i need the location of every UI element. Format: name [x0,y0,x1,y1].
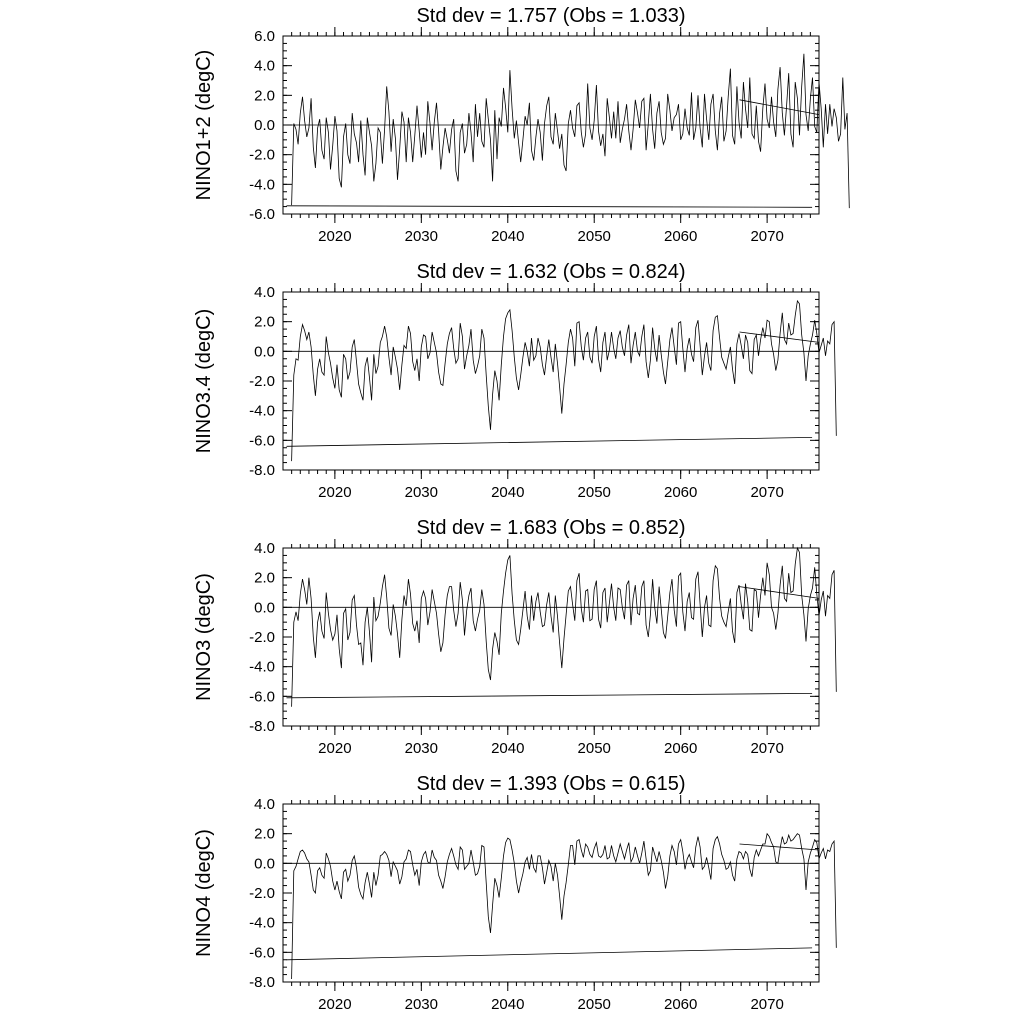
series-line-trend [286,437,813,447]
y-tick-label: -2.0 [249,147,275,164]
series-line-nino3-4-anomaly [291,299,837,462]
chart-panel-4: Std dev = 1.393 (Obs = 0.615) NINO4 (degC… [193,773,837,1013]
y-tick-label: -2.0 [249,629,275,646]
y-tick-label: 4.0 [254,796,275,813]
x-tick-label: 2060 [664,996,697,1013]
y-tick-label: -6.0 [249,688,275,705]
x-tick-label: 2060 [664,228,697,245]
chart-title: Std dev = 1.393 (Obs = 0.615) [416,773,685,795]
series-line-trend-late [739,586,820,599]
y-tick-label: -4.0 [249,176,275,193]
plot-frame [282,35,820,215]
y-tick-label: -8.0 [249,462,275,479]
x-tick-label: 2050 [578,996,611,1013]
x-tick-label: 2050 [578,484,611,501]
y-tick-label: 0.0 [254,343,275,360]
series-line-trend-late [739,331,820,343]
y-tick-label: 2.0 [254,314,275,331]
y-tick-label: -2.0 [249,373,275,390]
series-line-nino1-2-anomaly [291,53,850,209]
y-tick-label: -2.0 [249,885,275,902]
y-axis-label: NINO3.4 (degC) [193,309,215,454]
x-tick-label: 2020 [318,228,351,245]
y-tick-label: -4.0 [249,403,275,420]
series-line-nino3-anomaly [291,546,837,707]
plot-frame [282,803,820,983]
x-tick-label: 2030 [405,228,438,245]
chart-panel-1: Std dev = 1.757 (Obs = 1.033) NINO1+2 (de… [193,5,850,245]
y-tick-label: 6.0 [254,28,275,45]
y-tick-label: -4.0 [249,915,275,932]
x-tick-label: 2050 [578,740,611,757]
x-tick-label: 2040 [491,484,524,501]
y-axis-label: NINO3 (degC) [193,573,215,701]
y-tick-label: -6.0 [249,944,275,961]
y-tick-label: -6.0 [249,206,275,223]
x-tick-label: 2030 [405,740,438,757]
x-tick-label: 2040 [491,996,524,1013]
y-tick-label: 4.0 [254,58,275,75]
series-line-trend [286,947,813,961]
y-axis-label: NINO4 (degC) [193,829,215,957]
x-tick-label: 2070 [750,484,783,501]
x-tick-label: 2060 [664,740,697,757]
series-line-trend-late [739,99,820,115]
chart-title: Std dev = 1.757 (Obs = 1.033) [416,5,685,27]
y-tick-label: 4.0 [254,540,275,557]
x-tick-label: 2020 [318,996,351,1013]
y-tick-label: 0.0 [254,855,275,872]
series-line-nino4-anomaly [291,832,837,980]
plot-frame [282,291,820,471]
chart-title: Std dev = 1.683 (Obs = 0.852) [416,517,685,539]
y-tick-label: 2.0 [254,87,275,104]
chart-panel-2: Std dev = 1.632 (Obs = 0.824) NINO3.4 (de… [193,261,837,501]
y-tick-label: 2.0 [254,826,275,843]
x-tick-label: 2050 [578,228,611,245]
x-tick-label: 2070 [750,996,783,1013]
y-tick-label: 0.0 [254,599,275,616]
series-line-trend [286,205,813,208]
x-tick-label: 2060 [664,484,697,501]
x-tick-label: 2040 [491,740,524,757]
chart-title: Std dev = 1.632 (Obs = 0.824) [416,261,685,283]
plot-frame [282,547,820,727]
series-line-trend [286,693,813,699]
y-tick-label: 2.0 [254,570,275,587]
y-tick-label: 0.0 [254,117,275,134]
x-tick-label: 2030 [405,484,438,501]
x-tick-label: 2070 [750,740,783,757]
series-line-trend-late [739,843,820,851]
x-tick-label: 2040 [491,228,524,245]
x-tick-label: 2070 [750,228,783,245]
x-tick-label: 2020 [318,740,351,757]
x-tick-label: 2030 [405,996,438,1013]
y-tick-label: -8.0 [249,718,275,735]
y-tick-label: -8.0 [249,974,275,991]
y-tick-label: -4.0 [249,659,275,676]
y-tick-label: -6.0 [249,432,275,449]
x-tick-label: 2020 [318,484,351,501]
chart-panel-3: Std dev = 1.683 (Obs = 0.852) NINO3 (degC… [193,517,837,757]
y-tick-label: 4.0 [254,284,275,301]
y-axis-label: NINO1+2 (degC) [193,50,215,201]
